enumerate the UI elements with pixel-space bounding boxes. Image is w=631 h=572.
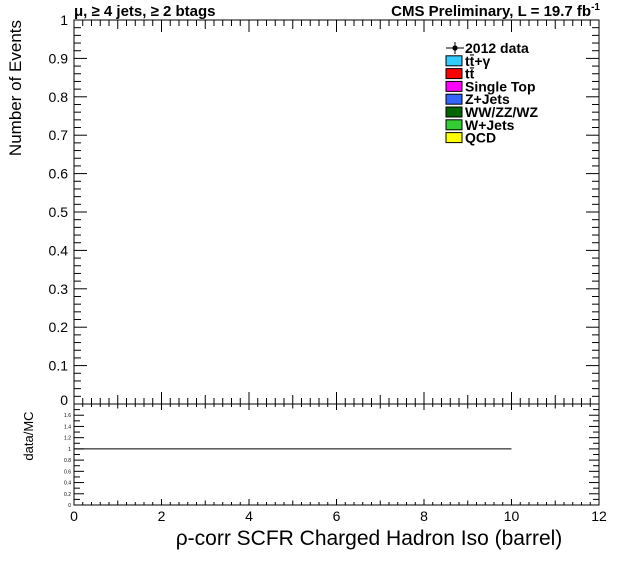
legend-entry: W+Jets: [445, 117, 515, 133]
main-y-tick-label: 0.8: [49, 89, 69, 105]
header-selection: μ, ≥ 4 jets, ≥ 2 btags: [74, 3, 216, 20]
legend-data-marker: [452, 45, 458, 51]
legend-entry: Z+Jets: [445, 91, 510, 107]
legend-entry: tt̄+γ: [445, 53, 491, 69]
legend-label: Z+Jets: [465, 91, 510, 107]
x-tick-labels: 0 2 4 6 8 10 12: [70, 508, 607, 524]
main-y-tick-label-zero: 0: [60, 392, 68, 408]
main-y-tick-label: 0.9: [49, 50, 69, 66]
legend-entry: QCD: [445, 130, 496, 146]
legend-swatch: [445, 80, 463, 92]
main-y-tick-label: 0.3: [49, 281, 69, 297]
ratio-y-axis-label: data/MC: [21, 411, 36, 460]
ratio-y-tick-label: 1.6: [64, 413, 71, 419]
legend-label: QCD: [465, 130, 496, 146]
legend-label: W+Jets: [465, 117, 515, 133]
x-tick-label: 8: [420, 508, 428, 524]
x-axis-label: ρ-corr SCFR Charged Hadron Iso (barrel): [176, 527, 563, 550]
x-tick-label: 12: [591, 508, 607, 524]
ratio-y-tick-label: 0.2: [64, 492, 71, 498]
ratio-y-tick-label: 0.8: [64, 458, 71, 464]
main-y-tick-label: 1: [60, 12, 68, 28]
main-y-tick-label: 0.1: [49, 358, 69, 374]
x-tick-label: 0: [70, 508, 78, 524]
legend-label: WW/ZZ/WZ: [465, 104, 539, 120]
header-cms-lumi: CMS Preliminary, L = 19.7 fb-1: [391, 2, 600, 20]
legend-swatch: [445, 68, 463, 80]
x-tick-label: 2: [158, 508, 166, 524]
x-tick-label: 6: [333, 508, 341, 524]
main-y-tick-label: 0.7: [49, 127, 69, 143]
legend-entry: tt̄: [445, 65, 475, 82]
main-y-axis-label: Number of Events: [6, 20, 25, 156]
ratio-y-tick-label: 1.2: [64, 436, 71, 442]
main-y-tick-label: 0.6: [49, 166, 69, 182]
ratio-y-tick-label: 1: [68, 447, 71, 453]
legend-swatch: [445, 55, 463, 67]
legend-swatch: [445, 132, 463, 144]
header-cms-text: CMS Preliminary, L = 19.7 fb: [391, 3, 591, 20]
ratio-plot-frame: [73, 403, 600, 506]
legend-label: tt̄+γ: [465, 53, 491, 69]
ratio-axis-ticks: [73, 403, 600, 506]
main-y-tick-label: 0.4: [49, 242, 69, 258]
legend-swatch: [445, 106, 463, 118]
legend-swatch: [445, 93, 463, 105]
legend-label: tt̄: [465, 65, 475, 81]
legend-swatch: [445, 119, 463, 131]
legend-entry: Single Top: [445, 78, 536, 94]
main-axis-ticks: [73, 19, 600, 405]
ratio-y-tick-label: 0.6: [64, 469, 71, 475]
legend-entry: 2012 data: [446, 40, 529, 56]
main-y-tick-labels: 0.1 0.2 0.3 0.4 0.5 0.6 0.7 0.8 0.9 1 0: [49, 12, 69, 408]
ratio-y-tick-label: 0.4: [64, 481, 71, 487]
main-y-tick-label: 0.2: [49, 319, 69, 335]
legend-label: 2012 data: [465, 40, 529, 56]
ratio-y-tick-label: 0: [68, 503, 71, 509]
legend-entry: WW/ZZ/WZ: [445, 104, 539, 120]
x-tick-label: 4: [245, 508, 253, 524]
legend-label: Single Top: [465, 78, 536, 94]
main-y-tick-label: 0.5: [49, 204, 69, 220]
ratio-y-tick-labels: 0 0.2 0.4 0.6 0.8 1 1.2 1.4 1.6: [64, 413, 71, 509]
header-lumi-exponent: -1: [591, 2, 600, 13]
x-tick-label: 10: [504, 508, 520, 524]
ratio-y-tick-label: 1.4: [64, 424, 71, 430]
